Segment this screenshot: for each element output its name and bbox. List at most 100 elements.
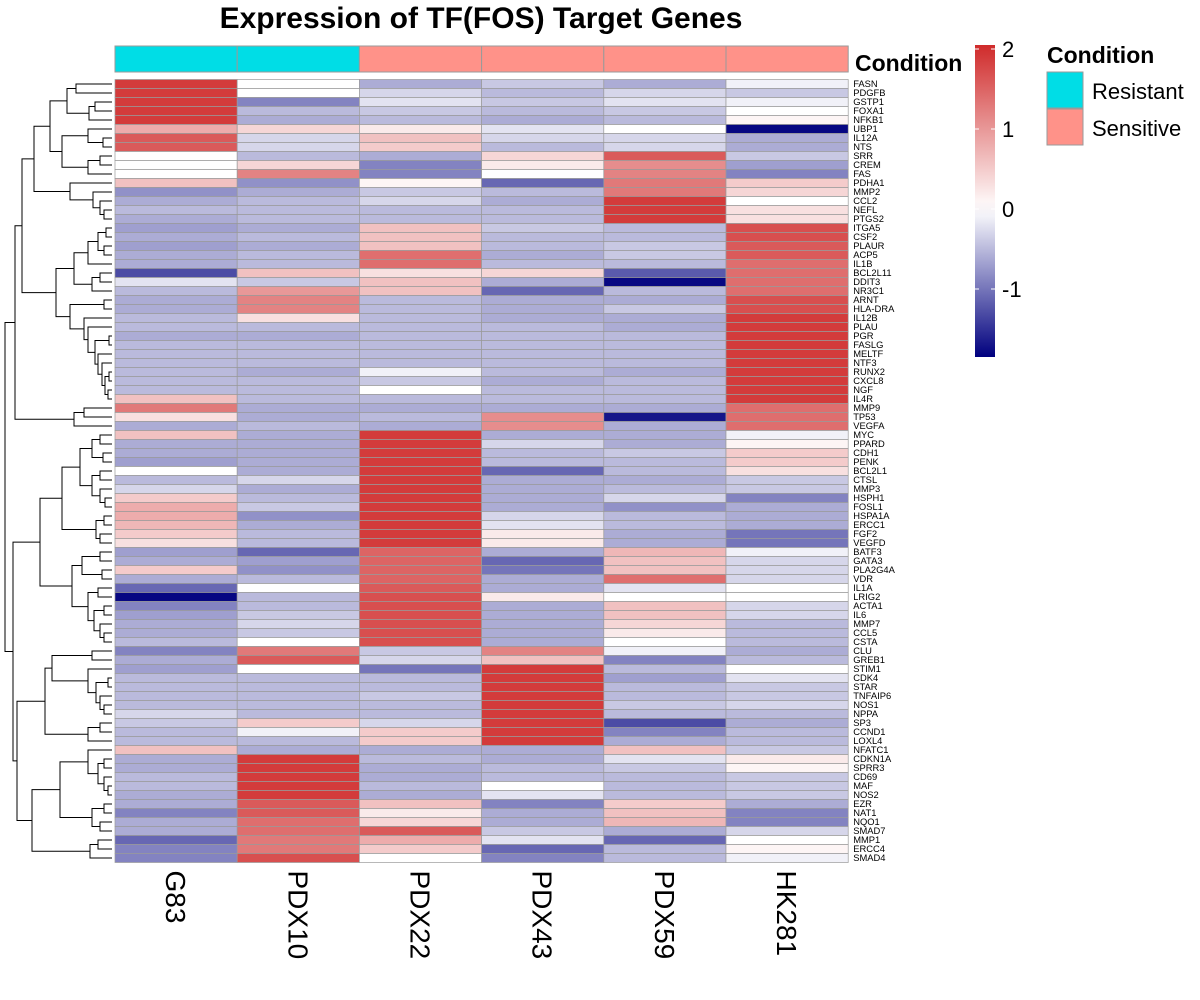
heatmap-cell-HSPA1A-HK281 <box>725 511 849 521</box>
heatmap-cell-TP53-PDX43 <box>481 412 605 422</box>
heatmap-cell-HSPH1-G83 <box>114 493 238 503</box>
heatmap-cell-UBP1-G83 <box>114 124 238 134</box>
heatmap-cell-CDK4-G83 <box>114 673 238 683</box>
heatmap-cell-IL12A-PDX22 <box>359 133 482 143</box>
heatmap-cell-CCND1-PDX43 <box>481 727 605 737</box>
heatmap-cell-NTF3-HK281 <box>725 358 849 368</box>
gene-label-ITGA5: ITGA5 <box>853 222 880 233</box>
gene-label-VEGFA: VEGFA <box>853 420 885 431</box>
gene-label-NR3C1: NR3C1 <box>853 285 884 296</box>
heatmap-cell-NOS2-PDX43 <box>481 790 605 800</box>
sample-labels: G83 PDX10 PDX22 PDX43 PDX59 HK281 <box>160 871 802 960</box>
heatmap-cell-NTF3-PDX43 <box>481 358 605 368</box>
heatmap-cell-FOXA1-PDX43 <box>481 106 605 116</box>
heatmap-cell-DDIT3-HK281 <box>725 277 849 287</box>
heatmap-cell-CCL5-G83 <box>114 628 238 638</box>
heatmap-cell-NPPA-PDX43 <box>481 709 605 719</box>
gene-label-GATA3: GATA3 <box>853 555 882 566</box>
heatmap-cell-NAT1-PDX59 <box>603 808 727 818</box>
heatmap-cell-NEFL-G83 <box>114 205 238 215</box>
gene-label-SP3: SP3 <box>853 717 871 728</box>
heatmap-cell-CD69-G83 <box>114 772 238 782</box>
heatmap-cell-IL12A-G83 <box>114 133 238 143</box>
heatmap-cell-MMP2-PDX43 <box>481 187 605 197</box>
heatmap-cell-CDH1-PDX10 <box>236 448 360 458</box>
heatmap-cell-NOS1-HK281 <box>725 700 849 710</box>
heatmap-cell-HSPH1-HK281 <box>725 493 849 503</box>
heatmap-cell-NOS2-PDX22 <box>359 790 482 800</box>
heatmap-cell-FASLG-PDX59 <box>603 340 727 350</box>
heatmap-cell-FASN-PDX10 <box>236 79 360 89</box>
heatmap-cell-NTS-PDX43 <box>481 142 605 152</box>
heatmap-cell-PLAU-HK281 <box>725 322 849 332</box>
annotation-cell-G83 <box>114 45 238 73</box>
heatmap-cell-HSPH1-PDX10 <box>236 493 360 503</box>
heatmap-cell-CLU-PDX10 <box>236 646 360 656</box>
heatmap-cell-TNFAIP6-HK281 <box>725 691 849 701</box>
heatmap-cell-FAS-PDX43 <box>481 169 605 179</box>
heatmap-cell-GSTP1-PDX10 <box>236 97 360 107</box>
heatmap-cell-NTS-G83 <box>114 142 238 152</box>
heatmap-cell-NOS2-PDX10 <box>236 790 360 800</box>
heatmap-cell-NTF3-G83 <box>114 358 238 368</box>
heatmap-cell-CDKN1A-PDX22 <box>359 754 482 764</box>
gene-label-PENK: PENK <box>853 456 879 467</box>
heatmap-cell-NOS1-PDX59 <box>603 700 727 710</box>
heatmap-cell-HSPA1A-PDX43 <box>481 511 605 521</box>
gene-label-NGF: NGF <box>853 384 873 395</box>
heatmap-cell-FOXA1-PDX59 <box>603 106 727 116</box>
annotation-cell-PDX59 <box>603 45 727 73</box>
gene-label-SPRR3: SPRR3 <box>853 762 884 773</box>
dendrogram-branch <box>94 340 109 365</box>
heatmap-cell-NEFL-PDX43 <box>481 205 605 215</box>
heatmap-cell-FASLG-PDX10 <box>236 340 360 350</box>
dendrogram-branch <box>81 556 102 575</box>
heatmap-cell-ARNT-PDX22 <box>359 295 482 305</box>
heatmap-cell-CTSL-HK281 <box>725 475 849 485</box>
heatmap-cell-IL1A-PDX22 <box>359 583 482 593</box>
dendrogram-branch <box>103 245 112 256</box>
gene-label-LRIG2: LRIG2 <box>853 591 880 602</box>
heatmap-cell-PLA2G4A-PDX59 <box>603 565 727 575</box>
heatmap-cell-NGF-PDX22 <box>359 385 482 395</box>
heatmap-cell-NTF3-PDX10 <box>236 358 360 368</box>
heatmap-cell-FGF2-PDX43 <box>481 529 605 539</box>
heatmap-cell-PDHA1-PDX43 <box>481 178 605 188</box>
heatmap-cell-NGF-G83 <box>114 385 238 395</box>
sample-label-PDX59: PDX59 <box>649 871 680 960</box>
gene-label-GSTP1: GSTP1 <box>853 96 884 107</box>
gene-label-CSF2: CSF2 <box>853 231 877 242</box>
heatmap-cell-VDR-PDX10 <box>236 574 360 584</box>
heatmap-cell-MMP1-G83 <box>114 835 238 845</box>
heatmap-cell-CXCL8-HK281 <box>725 376 849 386</box>
heatmap-cell-NAT1-PDX10 <box>236 808 360 818</box>
heatmap-cell-PTGS2-PDX22 <box>359 214 482 224</box>
gene-label-SRR: SRR <box>853 150 873 161</box>
gene-label-NFATC1: NFATC1 <box>853 744 888 755</box>
annotation-cell-PDX10 <box>236 45 360 73</box>
gene-label-CLU: CLU <box>853 645 872 656</box>
heatmap-cell-MMP3-PDX59 <box>603 484 727 494</box>
heatmap-cell-VDR-HK281 <box>725 574 849 584</box>
heatmap-cell-TNFAIP6-G83 <box>114 691 238 701</box>
dendrogram-branch <box>108 371 112 382</box>
heatmap-cell-IL12B-PDX43 <box>481 313 605 323</box>
dendrogram-branch <box>91 277 112 292</box>
heatmap-cell-ACP5-HK281 <box>725 250 849 260</box>
heatmap-cell-NTF3-PDX22 <box>359 358 482 368</box>
heatmap-cell-CCND1-G83 <box>114 727 238 737</box>
heatmap-cell-IL6-HK281 <box>725 610 849 620</box>
heatmap-cell-PTGS2-PDX43 <box>481 214 605 224</box>
heatmap-cell-ERCC4-G83 <box>114 844 238 854</box>
heatmap-cell-CDH1-PDX59 <box>603 448 727 458</box>
heatmap-cell-ERCC1-G83 <box>114 520 238 530</box>
heatmap-cell-PPARD-HK281 <box>725 439 849 449</box>
heatmap-cell-NFATC1-PDX10 <box>236 745 360 755</box>
chart-title: Expression of TF(FOS) Target Genes <box>220 2 743 35</box>
heatmap-cell-VEGFD-PDX10 <box>236 538 360 548</box>
heatmap-cell-FAS-PDX59 <box>603 169 727 179</box>
heatmap-cell-GSTP1-PDX22 <box>359 97 482 107</box>
heatmap-cell-NPPA-PDX22 <box>359 709 482 719</box>
condition-legend-swatch-sensitive <box>1046 108 1084 146</box>
heatmap-cell-PTGS2-PDX59 <box>603 214 727 224</box>
